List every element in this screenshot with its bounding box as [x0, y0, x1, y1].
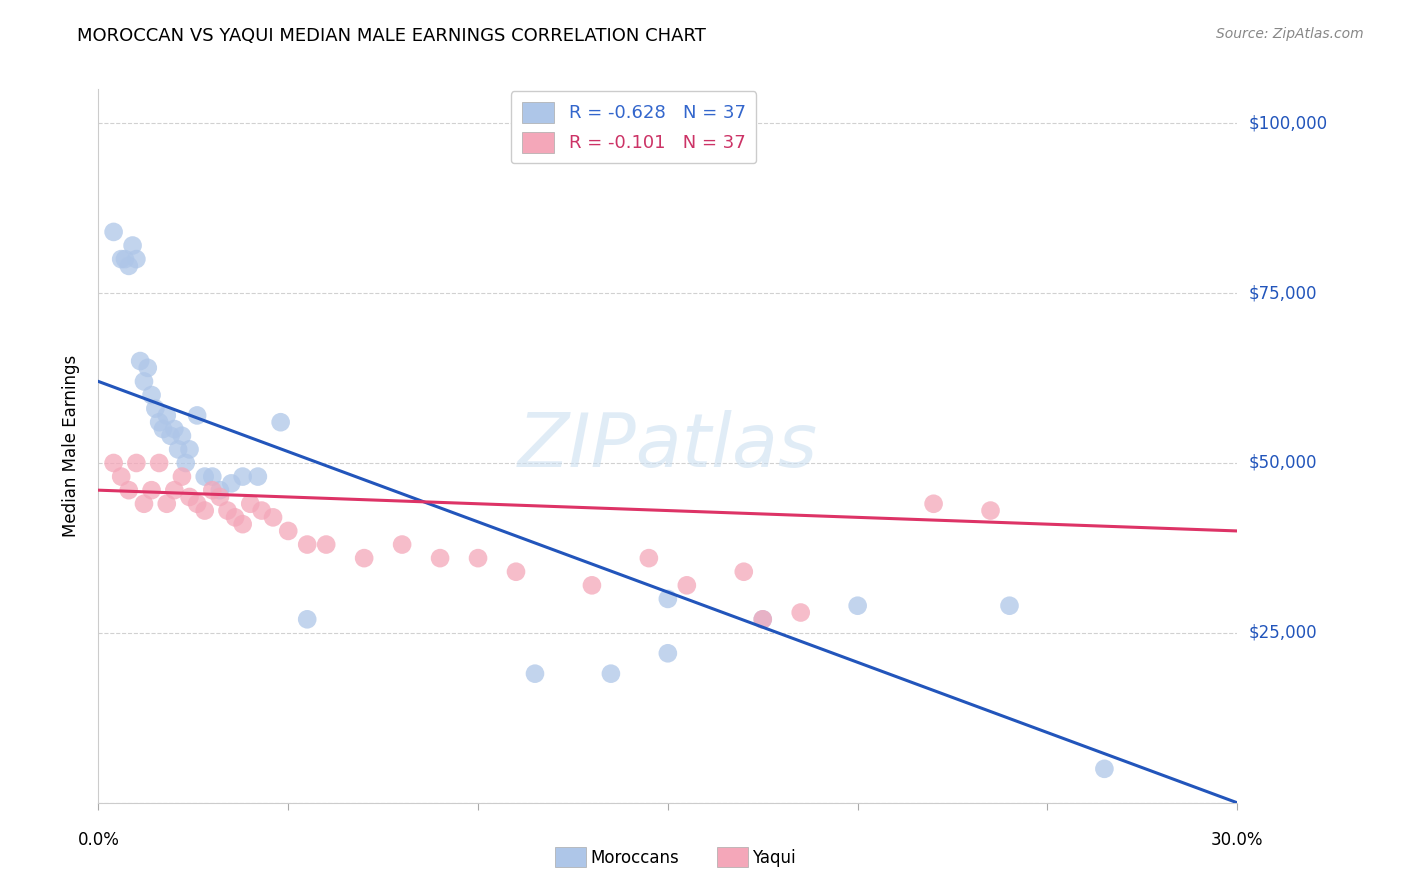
Point	[846, 599, 869, 613]
Point	[657, 591, 679, 606]
Point	[1094, 762, 1116, 776]
Point	[581, 578, 603, 592]
Point	[163, 422, 186, 436]
Point	[246, 469, 269, 483]
Text: 0.0%: 0.0%	[77, 831, 120, 849]
Point	[250, 503, 273, 517]
Point	[232, 469, 254, 483]
Point	[103, 456, 125, 470]
Text: MOROCCAN VS YAQUI MEDIAN MALE EARNINGS CORRELATION CHART: MOROCCAN VS YAQUI MEDIAN MALE EARNINGS C…	[77, 27, 706, 45]
Point	[148, 415, 170, 429]
Point	[179, 442, 201, 457]
Point	[170, 429, 193, 443]
Point	[141, 388, 163, 402]
Y-axis label: Median Male Earnings: Median Male Earnings	[62, 355, 80, 537]
Point	[232, 517, 254, 532]
Point	[208, 483, 231, 498]
Point	[179, 490, 201, 504]
Point	[676, 578, 699, 592]
Point	[600, 666, 623, 681]
Point	[239, 497, 262, 511]
Point	[638, 551, 661, 566]
Point	[922, 497, 945, 511]
Point	[110, 252, 132, 266]
Point	[208, 490, 231, 504]
Point	[170, 469, 193, 483]
Point	[152, 422, 174, 436]
Point	[391, 537, 413, 551]
Text: $100,000: $100,000	[1249, 114, 1327, 132]
Point	[136, 360, 159, 375]
Point	[657, 646, 679, 660]
Point	[277, 524, 299, 538]
Legend: R = -0.628   N = 37, R = -0.101   N = 37: R = -0.628 N = 37, R = -0.101 N = 37	[510, 91, 756, 163]
Text: Source: ZipAtlas.com: Source: ZipAtlas.com	[1216, 27, 1364, 41]
Point	[125, 252, 148, 266]
Point	[467, 551, 489, 566]
Point	[156, 409, 179, 423]
Point	[201, 483, 224, 498]
Text: Moroccans: Moroccans	[591, 849, 679, 867]
Point	[194, 503, 217, 517]
Point	[194, 469, 217, 483]
Point	[141, 483, 163, 498]
Point	[270, 415, 292, 429]
Point	[752, 612, 775, 626]
Point	[998, 599, 1021, 613]
Point	[262, 510, 284, 524]
Point	[129, 354, 152, 368]
Text: $75,000: $75,000	[1249, 284, 1317, 302]
Point	[167, 442, 190, 457]
Point	[733, 565, 755, 579]
Point	[121, 238, 143, 252]
Point	[201, 469, 224, 483]
Point	[353, 551, 375, 566]
Text: ZIPatlas: ZIPatlas	[517, 410, 818, 482]
Point	[979, 503, 1001, 517]
Point	[790, 606, 813, 620]
Point	[114, 252, 136, 266]
Point	[110, 469, 132, 483]
Point	[505, 565, 527, 579]
Point	[221, 476, 243, 491]
Point	[297, 537, 319, 551]
Text: $25,000: $25,000	[1249, 624, 1317, 642]
Point	[103, 225, 125, 239]
Point	[125, 456, 148, 470]
Point	[429, 551, 451, 566]
Point	[174, 456, 197, 470]
Point	[145, 401, 167, 416]
Point	[224, 510, 246, 524]
Point	[217, 503, 239, 517]
Text: 30.0%: 30.0%	[1211, 831, 1264, 849]
Point	[156, 497, 179, 511]
Text: $50,000: $50,000	[1249, 454, 1317, 472]
Point	[315, 537, 337, 551]
Point	[118, 483, 141, 498]
Point	[148, 456, 170, 470]
Point	[159, 429, 181, 443]
Point	[524, 666, 547, 681]
Point	[163, 483, 186, 498]
Point	[297, 612, 319, 626]
Point	[752, 612, 775, 626]
Point	[132, 375, 155, 389]
Point	[118, 259, 141, 273]
Point	[132, 497, 155, 511]
Text: Yaqui: Yaqui	[752, 849, 796, 867]
Point	[186, 409, 208, 423]
Point	[186, 497, 208, 511]
